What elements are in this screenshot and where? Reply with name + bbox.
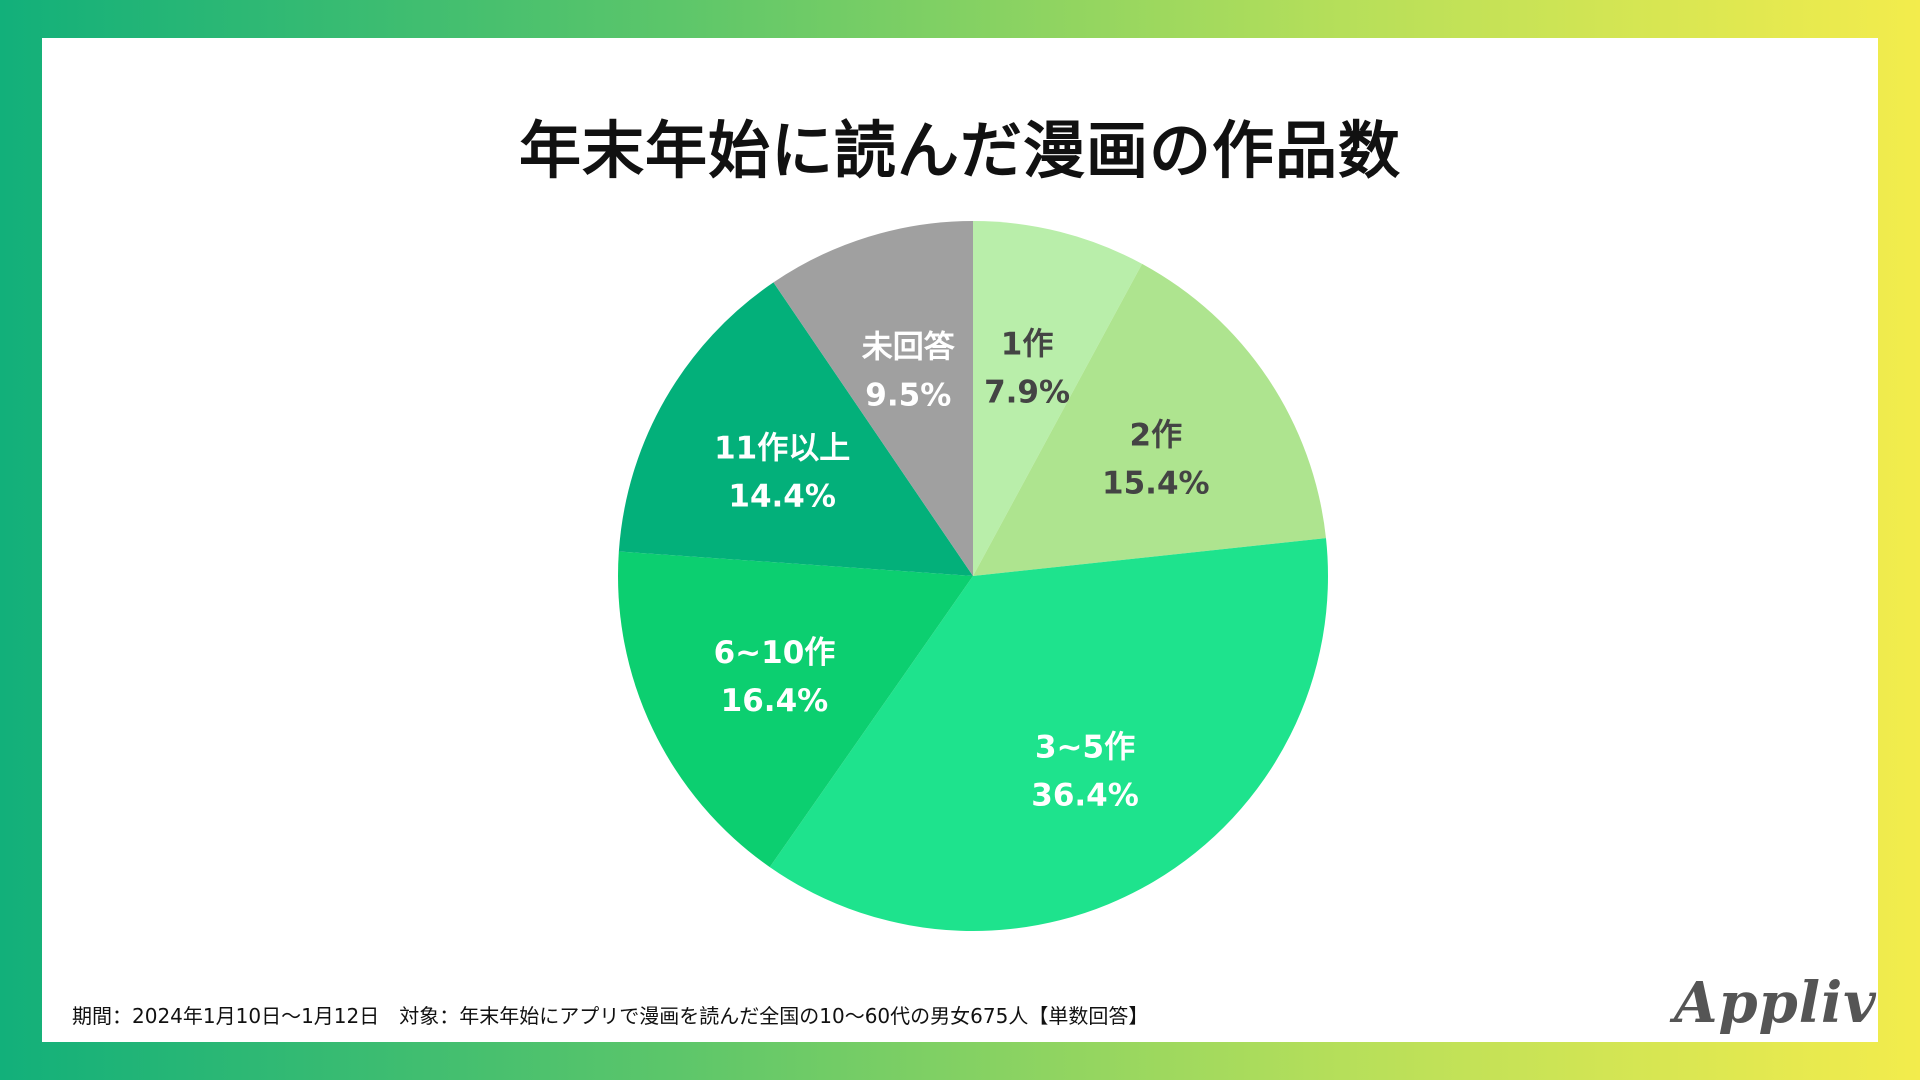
chart-title: 年末年始に読んだ漫画の作品数 xyxy=(518,114,1401,187)
pie-slice-4 xyxy=(618,282,973,576)
survey-footnote: 期間：2024年1月10日〜1月12日 対象：年末年始にアプリで漫画を読んだ全国… xyxy=(72,1004,1149,1028)
slice-value-0: 7.9% xyxy=(984,375,1070,411)
slice-value-2: 36.4% xyxy=(1031,777,1139,813)
pie-slice-5 xyxy=(773,221,973,576)
pie-slice-0 xyxy=(973,221,1143,576)
slice-value-5: 9.5% xyxy=(865,378,951,414)
slice-label-2: 3~5作 xyxy=(1035,729,1135,765)
pie-slice-2 xyxy=(769,538,1328,931)
appliv-logo: Appliv xyxy=(1674,970,1877,1036)
slice-label-4: 11作以上 xyxy=(714,430,850,466)
slice-value-1: 15.4% xyxy=(1102,465,1210,501)
chart-panel: 年末年始に読んだ漫画の作品数 1作 7.9% 2作 15.4% 3~5作 36.4% 6~1… xyxy=(42,38,1878,1042)
pie-slice-3 xyxy=(617,551,973,868)
slice-label-3: 6~10作 xyxy=(714,635,836,671)
pie-slice-1 xyxy=(973,263,1326,576)
slice-value-3: 16.4% xyxy=(721,683,829,719)
slice-label-1: 2作 xyxy=(1130,417,1183,453)
slice-label-5: 未回答 xyxy=(862,330,956,366)
pie-chart: 1作 7.9% 2作 15.4% 3~5作 36.4% 6~10作 16.4% 11作以上 14.… xyxy=(617,221,1328,931)
slice-value-4: 14.4% xyxy=(728,478,836,514)
slice-label-0: 1作 xyxy=(1001,327,1054,363)
